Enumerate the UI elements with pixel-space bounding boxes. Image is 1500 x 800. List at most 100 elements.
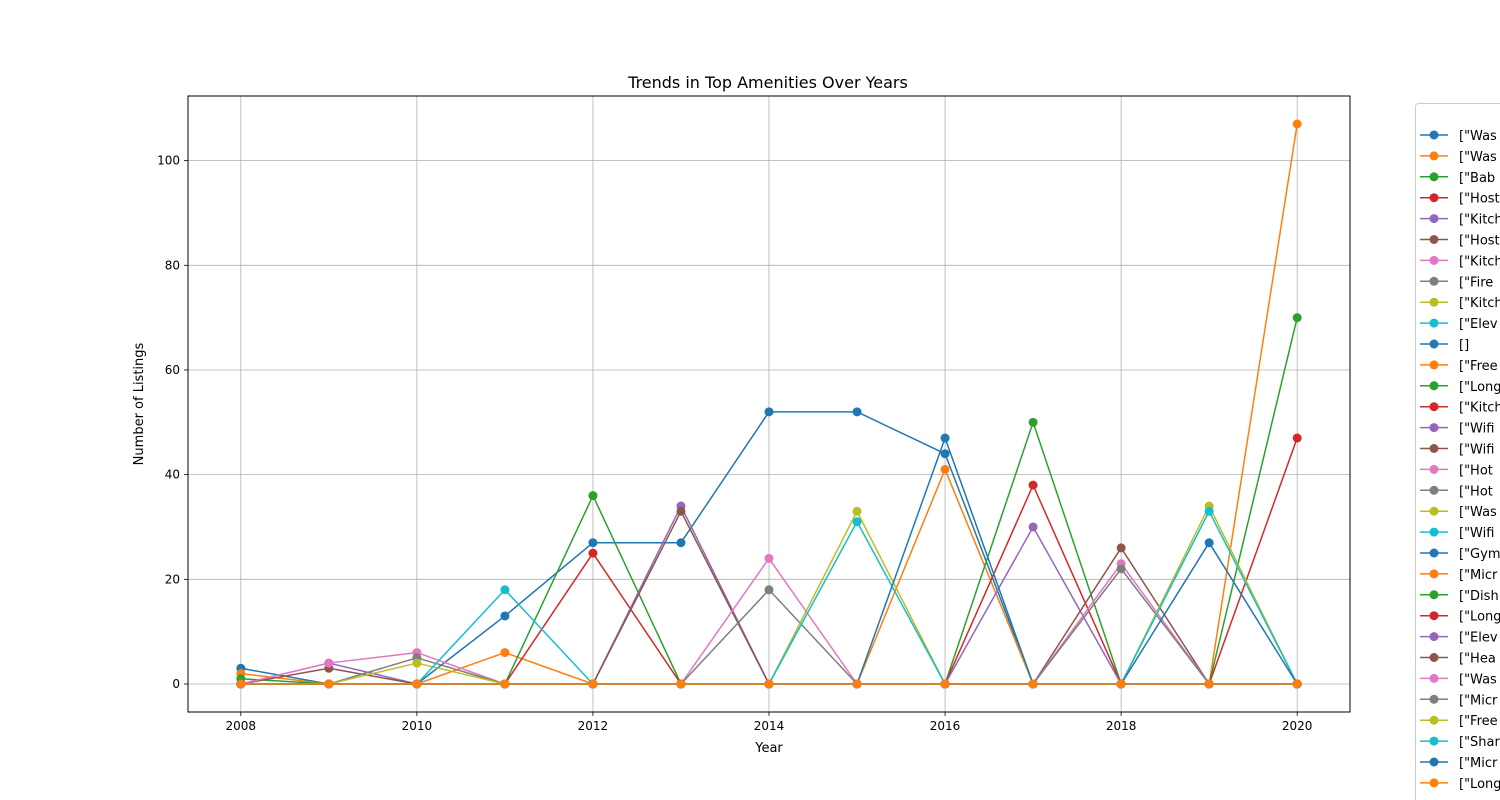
- data-point: [500, 648, 510, 658]
- data-point: [1204, 506, 1214, 516]
- data-point: [500, 585, 510, 595]
- x-axis-ticks: 2008 2010 2012 2014 2016 2018 2020: [226, 712, 1312, 733]
- legend-label: ["Was: [1459, 150, 1497, 165]
- legend-label: ["Long: [1459, 610, 1500, 625]
- data-point: [1204, 679, 1214, 689]
- legend-item: ["Micr: [1420, 693, 1498, 708]
- legend-item: ["Elev: [1420, 631, 1498, 646]
- legend-item: ["Host: [1420, 234, 1500, 249]
- legend-marker: [1429, 715, 1439, 725]
- data-point: [1292, 119, 1302, 129]
- legend-label: ["Hot: [1459, 484, 1493, 499]
- legend-item: ["Host: [1420, 192, 1500, 207]
- data-point: [676, 538, 686, 548]
- legend-item: ["Kitch: [1420, 296, 1500, 311]
- legend-label: ["Shar: [1459, 735, 1500, 750]
- data-point: [236, 679, 246, 689]
- data-point: [1116, 564, 1126, 574]
- grid-lines: [188, 96, 1350, 712]
- data-point: [1292, 679, 1302, 689]
- legend-marker: [1429, 235, 1439, 244]
- legend-marker: [1429, 297, 1439, 307]
- legend-marker: [1429, 611, 1439, 621]
- legend-item: ["Gym: [1420, 547, 1500, 562]
- data-point: [852, 506, 862, 516]
- legend-label: ["Wifi: [1459, 526, 1494, 541]
- data-point: [852, 517, 862, 527]
- legend-marker: [1429, 172, 1439, 182]
- y-tick-label: 40: [165, 468, 180, 482]
- legend-marker: [1429, 506, 1439, 516]
- series-lines: [236, 119, 1302, 689]
- legend-item: ["Long: [1420, 777, 1500, 792]
- chart-title: Trends in Top Amenities Over Years: [627, 73, 908, 92]
- legend-label: ["Hot: [1459, 463, 1493, 478]
- legend-item: ["Hot: [1420, 484, 1493, 499]
- legend-label: ["Wifi: [1459, 422, 1494, 437]
- data-point: [852, 407, 862, 417]
- legend-marker: [1429, 130, 1439, 140]
- data-point: [1028, 522, 1038, 532]
- legend-label: ["Dish: [1459, 589, 1499, 604]
- legend-marker: [1429, 276, 1439, 286]
- data-point: [764, 407, 774, 417]
- data-point: [1116, 679, 1126, 689]
- legend-label: ["Kitch: [1459, 213, 1500, 228]
- data-point: [324, 679, 334, 689]
- legend-item: ["Wifi: [1420, 443, 1494, 458]
- legend-label: ["Was: [1459, 129, 1497, 144]
- legend-marker: [1429, 151, 1439, 161]
- legend-item: ["Fire: [1420, 275, 1493, 290]
- data-point: [588, 538, 598, 548]
- legend-label: ["Micr: [1459, 693, 1498, 708]
- x-tick-label: 2010: [402, 719, 433, 733]
- legend-label: ["Long: [1459, 777, 1500, 792]
- legend: ["Was ["Was ["Bab ["Host ["Kitch ["Host ["Kitc…: [1415, 103, 1500, 800]
- legend-label: ["Elev: [1459, 317, 1498, 332]
- legend-marker: [1429, 318, 1439, 328]
- legend-label: ["Elev: [1459, 631, 1498, 646]
- legend-marker: [1429, 381, 1439, 391]
- legend-label: ["Bab: [1459, 171, 1495, 186]
- x-tick-label: 2008: [226, 719, 257, 733]
- legend-item: ["Kitch: [1420, 213, 1500, 228]
- y-axis-ticks: 0 20 40 60 80 100: [157, 154, 188, 691]
- legend-marker: [1429, 694, 1439, 704]
- data-point: [588, 491, 598, 501]
- x-axis-label: Year: [754, 741, 783, 756]
- legend-item: ["Was: [1420, 129, 1497, 144]
- y-tick-label: 80: [165, 258, 180, 272]
- data-point: [588, 679, 598, 689]
- legend-label: ["Long: [1459, 380, 1500, 395]
- legend-item: ["Micr: [1420, 568, 1498, 583]
- legend-marker: [1429, 214, 1439, 224]
- data-point: [676, 679, 686, 689]
- legend-label: ["Kitch: [1459, 296, 1500, 311]
- data-point: [676, 506, 686, 516]
- data-point: [1204, 538, 1214, 548]
- data-point: [500, 679, 510, 689]
- legend-marker: [1429, 778, 1439, 788]
- legend-label: ["Fire: [1459, 275, 1493, 290]
- legend-marker: [1429, 569, 1439, 579]
- data-point: [764, 679, 774, 689]
- y-tick-label: 100: [157, 154, 180, 168]
- legend-marker: [1429, 339, 1439, 349]
- data-point: [1292, 433, 1302, 443]
- legend-marker: [1429, 193, 1439, 203]
- legend-item: ["Shar: [1420, 735, 1500, 750]
- data-point: [940, 464, 950, 474]
- legend-label: ["Host: [1459, 234, 1500, 249]
- legend-label: ["Wifi: [1459, 443, 1494, 458]
- data-point: [852, 679, 862, 689]
- data-point: [764, 553, 774, 563]
- data-point: [1028, 679, 1038, 689]
- legend-marker: [1429, 673, 1439, 683]
- legend-marker: [1429, 485, 1439, 495]
- legend-marker: [1429, 464, 1439, 474]
- data-point: [412, 658, 422, 668]
- legend-marker: [1429, 255, 1439, 265]
- y-tick-label: 20: [165, 572, 180, 586]
- legend-marker: [1429, 757, 1439, 767]
- legend-item: ["Wifi: [1420, 526, 1494, 541]
